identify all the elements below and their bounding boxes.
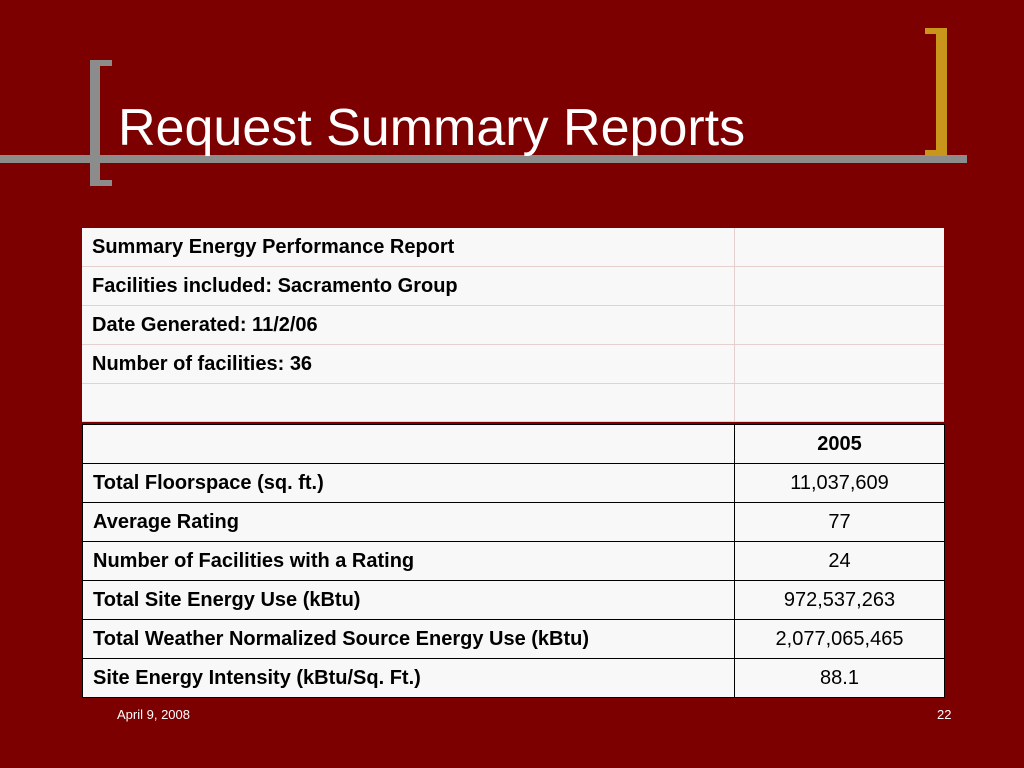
- row-label: Total Site Energy Use (kBtu): [82, 580, 735, 620]
- empty-cell: [734, 266, 944, 306]
- empty-cell: [734, 344, 944, 384]
- report-data-table: 2005 Total Floorspace (sq. ft.) 11,037,6…: [82, 424, 945, 698]
- table-row: Average Rating 77: [82, 502, 945, 542]
- empty-cell: [734, 305, 944, 345]
- facilities-included: Facilities included: Sacramento Group: [82, 266, 735, 306]
- date-generated: Date Generated: 11/2/06: [82, 305, 735, 345]
- table-header-row: 2005: [82, 424, 945, 464]
- table-row: Date Generated: 11/2/06: [82, 305, 944, 345]
- empty-cell: [734, 383, 944, 422]
- table-row: Number of facilities: 36: [82, 344, 944, 384]
- row-label: Total Floorspace (sq. ft.): [82, 463, 735, 503]
- empty-header-cell: [82, 424, 735, 464]
- row-value: 88.1: [734, 658, 945, 698]
- table-row: Total Floorspace (sq. ft.) 11,037,609: [82, 463, 945, 503]
- table-row: Total Site Energy Use (kBtu) 972,537,263: [82, 580, 945, 620]
- row-value: 2,077,065,465: [734, 619, 945, 659]
- table-row: Number of Facilities with a Rating 24: [82, 541, 945, 581]
- footer-date: April 9, 2008: [117, 707, 190, 722]
- report-title: Summary Energy Performance Report: [82, 228, 735, 267]
- report-header-table: Summary Energy Performance Report Facili…: [82, 228, 944, 422]
- row-label: Site Energy Intensity (kBtu/Sq. Ft.): [82, 658, 735, 698]
- table-row: Total Weather Normalized Source Energy U…: [82, 619, 945, 659]
- table-row: Facilities included: Sacramento Group: [82, 266, 944, 306]
- table-row: [82, 383, 944, 422]
- row-value: 11,037,609: [734, 463, 945, 503]
- title-rule: [0, 155, 967, 163]
- number-of-facilities: Number of facilities: 36: [82, 344, 735, 384]
- table-row: Summary Energy Performance Report: [82, 228, 944, 267]
- page-number: 22: [937, 707, 952, 722]
- table-row: Site Energy Intensity (kBtu/Sq. Ft.) 88.…: [82, 658, 945, 698]
- row-value: 24: [734, 541, 945, 581]
- row-value: 972,537,263: [734, 580, 945, 620]
- year-column-header: 2005: [734, 424, 945, 464]
- slide-title: Request Summary Reports: [118, 99, 746, 157]
- row-value: 77: [734, 502, 945, 542]
- right-bracket-decoration: [925, 28, 947, 156]
- empty-cell: [734, 228, 944, 267]
- row-label: Total Weather Normalized Source Energy U…: [82, 619, 735, 659]
- left-bracket-decoration: [90, 60, 112, 186]
- row-label: Number of Facilities with a Rating: [82, 541, 735, 581]
- row-label: Average Rating: [82, 502, 735, 542]
- empty-cell: [82, 383, 735, 422]
